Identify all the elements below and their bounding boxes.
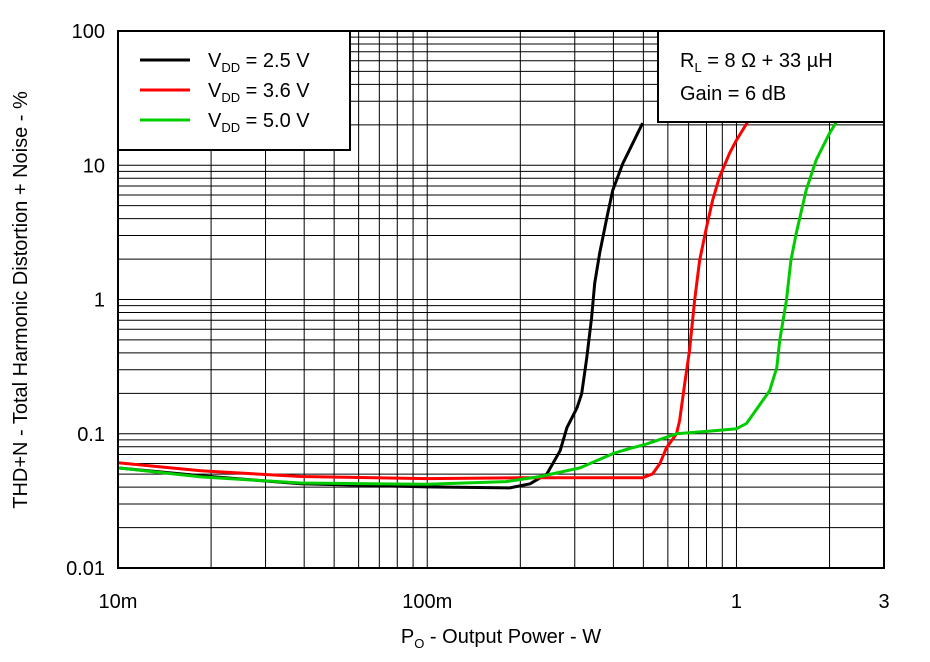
y-axis-label: THD+N - Total Harmonic Distortion + Nois… (10, 91, 32, 509)
x-tick-label: 1 (731, 591, 742, 613)
x-tick-label: 100m (402, 591, 452, 613)
series-line-3 (117, 119, 839, 486)
legend-label: VDD = 5.0 V (208, 110, 310, 135)
legend-label: VDD = 3.6 V (208, 80, 310, 105)
y-tick-label: 100 (72, 21, 105, 43)
annotation-load: RL = 8 Ω + 33 µH (680, 50, 833, 75)
y-tick-label: 0.01 (66, 558, 105, 580)
y-tick-label: 10 (83, 155, 105, 177)
curves (117, 119, 839, 490)
tick-labels: 10m 100m 1 3 100 10 1 0.1 0.01 (66, 21, 890, 613)
plot-frame (117, 30, 885, 569)
x-tick-label: 10m (99, 591, 138, 613)
y-tick-label: 1 (94, 290, 105, 312)
x-tick-label: 3 (878, 591, 889, 613)
annotation-box (657, 30, 885, 123)
series-line-1 (117, 122, 644, 490)
x-axis-label: PO - Output Power - W (401, 626, 601, 651)
annotation-gain: Gain = 6 dB (680, 83, 786, 105)
y-tick-label: 0.1 (77, 424, 105, 446)
annotation: RL = 8 Ω + 33 µH Gain = 6 dB (657, 30, 885, 123)
legend: VDD = 2.5 V VDD = 3.6 V VDD = 5.0 V (117, 30, 351, 151)
series-line-2 (117, 121, 749, 481)
legend-label: VDD = 2.5 V (208, 50, 310, 75)
